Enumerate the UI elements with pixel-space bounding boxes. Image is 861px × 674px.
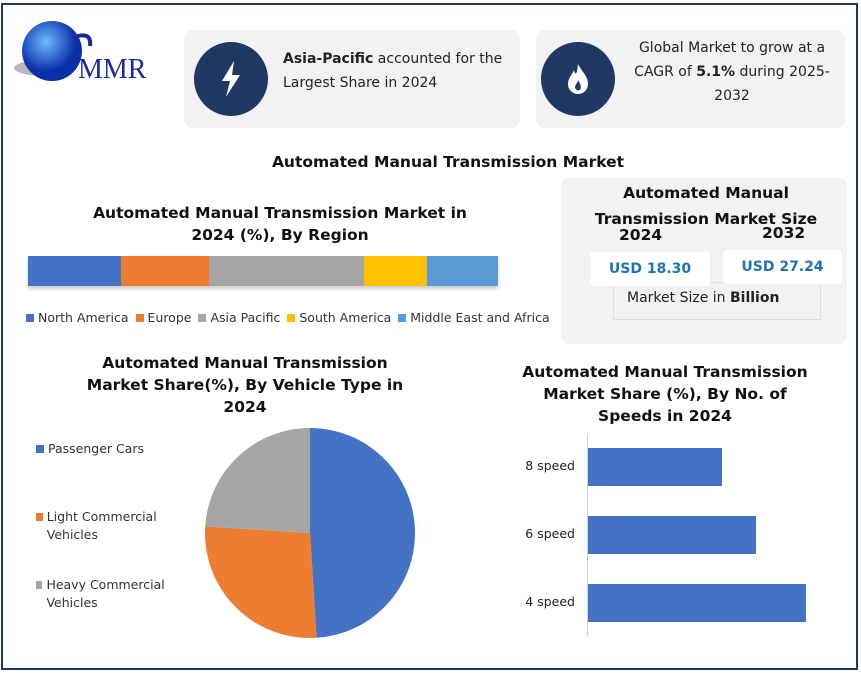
year-2024: 2024 [619, 226, 663, 244]
highlight-card-cagr: Global Market to grow at a CAGR of 5.1% … [536, 30, 845, 128]
lightning-icon [194, 42, 268, 116]
vehicle-chart-title: Automated Manual Transmission Market Sha… [86, 354, 404, 416]
region-legend: North America Europe Asia Pacific South Ame… [26, 310, 550, 325]
legend-label: Europe [147, 310, 192, 325]
legend-label: Asia Pacific [210, 310, 281, 325]
region-segment-asia-pacific [208, 256, 365, 286]
market-size-box: Automated Manual Transmission Market Siz… [561, 178, 847, 344]
pie-slice [205, 526, 317, 638]
speed-label: 8 speed [525, 458, 575, 473]
highlight-card-region: Asia-Pacific accounted for the Largest S… [184, 30, 520, 128]
legend-item: Middle East and Africa [398, 310, 550, 325]
unit-label: Market Size in Billion [627, 290, 780, 306]
region-segment-middle-east-and-africa [426, 256, 498, 286]
legend-item: North America [26, 310, 129, 325]
legend-label: Heavy Commercial Vehicles [46, 577, 165, 610]
legend-item: Passenger Cars [36, 440, 186, 508]
legend-label: North America [38, 310, 129, 325]
pie-slice [310, 428, 415, 638]
market-size-title: Automated Manual Transmission Market Siz… [594, 184, 818, 228]
legend-item: Heavy Commercial Vehicles [36, 576, 186, 644]
speeds-chart-title: Automated Manual Transmission Market Sha… [522, 363, 808, 425]
region-stacked-bar [28, 256, 498, 286]
value-2032: USD 27.24 [723, 250, 842, 284]
main-title: Automated Manual Transmission Market [271, 153, 625, 171]
speed-bar [588, 516, 757, 554]
speed-bar [588, 448, 723, 486]
value-2024: USD 18.30 [590, 252, 710, 286]
legend-item: Light Commercial Vehicles [36, 508, 186, 576]
region-highlight-text: Asia-Pacific accounted for the Largest S… [283, 51, 503, 91]
speed-label: 4 speed [525, 594, 575, 609]
year-2032: 2032 [762, 224, 806, 242]
flame-icon [541, 42, 615, 116]
legend-label: Passenger Cars [48, 441, 145, 456]
vehicle-pie [205, 428, 415, 638]
speeds-bars: 8 speed 6 speed 4 speed [510, 434, 840, 636]
speed-label: 6 speed [525, 526, 575, 541]
region-segment-europe [121, 256, 209, 286]
legend-label: South America [299, 310, 392, 325]
infographic-frame [1, 3, 858, 670]
legend-item: Europe [135, 310, 192, 325]
cagr-highlight-text: Global Market to grow at a CAGR of 5.1% … [634, 40, 830, 104]
pie-slice [205, 428, 310, 533]
legend-label: Light Commercial Vehicles [46, 509, 157, 542]
legend-label: Middle East and Africa [410, 310, 550, 325]
speeds-axis [587, 434, 588, 636]
mmr-logo: MMR [14, 18, 174, 88]
svg-text:MMR: MMR [78, 54, 147, 85]
legend-item: South America [287, 310, 391, 325]
region-segment-south-america [364, 256, 427, 286]
region-segment-north-america [28, 256, 122, 286]
region-chart-title: Automated Manual Transmission Market in … [93, 204, 467, 244]
vehicle-legend: Passenger Cars Light Commercial Vehicles H… [36, 440, 186, 644]
legend-item: Asia Pacific [198, 310, 280, 325]
speed-bar [588, 584, 806, 622]
